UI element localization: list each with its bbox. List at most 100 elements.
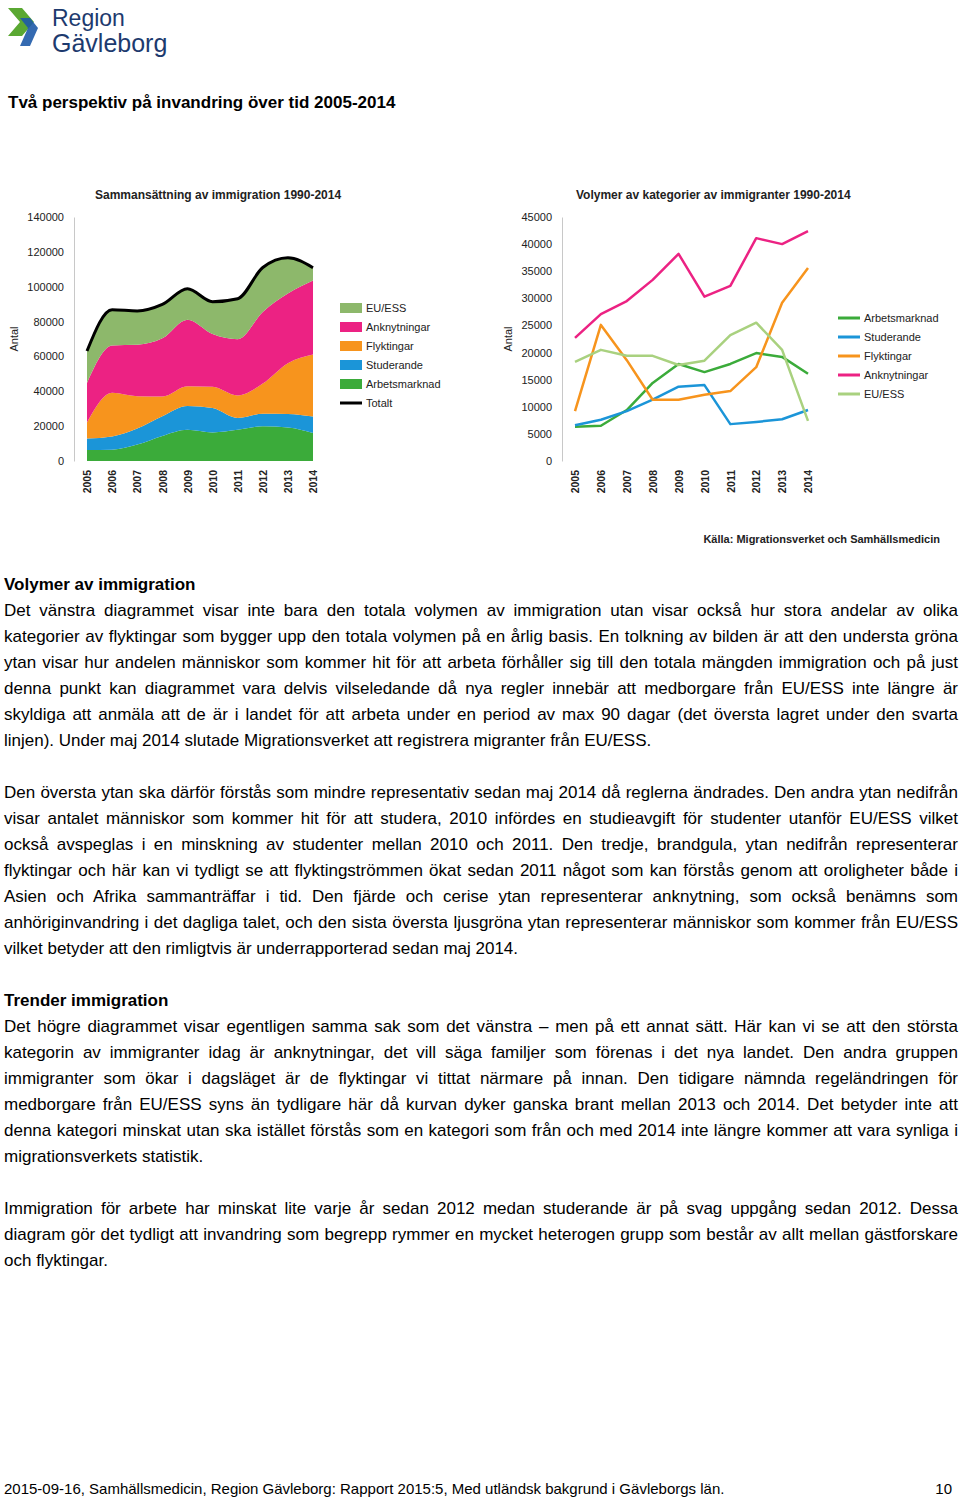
tick: 2012 xyxy=(257,466,269,493)
tick-label: 0 xyxy=(546,455,552,467)
page-graphics: RegionGävleborg Två perspektiv på invandr… xyxy=(0,0,960,560)
tick: 2006 xyxy=(106,466,118,493)
x-axis: 2005200620072008200920102011201220132014 xyxy=(81,466,319,493)
legend-label: EU/ESS xyxy=(366,302,406,314)
tick: 2006 xyxy=(595,466,607,493)
paragraph: Det vänstra diagrammet visar inte bara d… xyxy=(4,598,958,754)
logo-text: Region xyxy=(52,5,125,31)
tick: 2014 xyxy=(802,466,814,493)
tick: 120000 xyxy=(27,246,74,258)
legend-label: Anknytningar xyxy=(366,321,431,333)
tick-label: 2012 xyxy=(750,470,762,494)
paragraph: Den översta ytan ska därför förstås som … xyxy=(4,780,958,962)
axis-title: Antal xyxy=(502,326,514,351)
tick-label: 2010 xyxy=(699,470,711,494)
tick: 2014 xyxy=(307,466,319,493)
tick: 2012 xyxy=(750,466,762,493)
legend-label: EU/ESS xyxy=(864,388,904,400)
tick: 45000 xyxy=(521,211,562,223)
tick-label: 2013 xyxy=(776,470,788,494)
tick-label: 2009 xyxy=(182,470,194,494)
legend-swatch xyxy=(340,379,362,389)
tick-label: 80000 xyxy=(33,316,64,328)
body-text: Volymer av immigrationDet vänstra diagra… xyxy=(4,572,958,1300)
chart: Sammansättning av immigration 1990-2014 A… xyxy=(8,188,441,493)
tick: 2011 xyxy=(725,466,737,493)
x-axis: 2005200620072008200920102011201220132014 xyxy=(569,466,814,493)
legend-item: Studerande xyxy=(838,331,921,343)
tick-label: 20000 xyxy=(33,420,64,432)
legend-label: Anknytningar xyxy=(864,369,929,381)
section: Trender immigrationDet högre diagrammet … xyxy=(4,988,958,1274)
logo-mark xyxy=(20,18,38,46)
tick: 2013 xyxy=(776,466,788,493)
paragraph: Immigration för arbete har minskat lite … xyxy=(4,1196,958,1274)
chart: Volymer av kategorier av immigranter 199… xyxy=(502,188,939,493)
chart-title: Sammansättning av immigration 1990-2014 xyxy=(95,188,341,202)
tick: 0 xyxy=(546,455,562,467)
tick-label: 2014 xyxy=(307,470,319,494)
legend-item: EU/ESS xyxy=(838,388,904,400)
tick-label: 140000 xyxy=(27,211,64,223)
legend-swatch xyxy=(838,355,860,358)
tick: 2008 xyxy=(157,466,169,493)
tick-label: 10000 xyxy=(521,401,552,413)
tick: 2010 xyxy=(699,466,711,493)
axis-line xyxy=(562,218,563,462)
source: Källa: Migrationsverket och Samhällsmedi… xyxy=(703,533,940,545)
tick: 2010 xyxy=(207,466,219,493)
tick-label: 45000 xyxy=(521,211,552,223)
tick-label: 0 xyxy=(58,455,64,467)
y-axis: 0500010000150002000025000300003500040000… xyxy=(521,211,562,467)
tick-label: 25000 xyxy=(521,319,552,331)
legend-item: Anknytningar xyxy=(340,321,431,333)
line xyxy=(575,353,808,427)
tick-label: 2008 xyxy=(647,470,659,494)
y-axis: 020000400006000080000100000120000140000 xyxy=(27,211,74,467)
legend-swatch xyxy=(340,402,362,405)
tick: 2009 xyxy=(182,466,194,493)
legend-item: Arbetsmarknad xyxy=(838,312,939,324)
tick-label: 35000 xyxy=(521,265,552,277)
tick-label: 60000 xyxy=(33,350,64,362)
tick: 15000 xyxy=(521,374,562,386)
tick-label: 2009 xyxy=(673,470,685,494)
axis-title: Antal xyxy=(8,326,20,351)
axis-line xyxy=(74,218,75,462)
tick: 35000 xyxy=(521,265,562,277)
legend: EU/ESS Anknytningar Flyktingar Studerande Ar… xyxy=(340,302,441,409)
tick-label: 30000 xyxy=(521,292,552,304)
legend-item: EU/ESS xyxy=(340,302,406,314)
tick-label: 5000 xyxy=(528,428,552,440)
tick-label: 2010 xyxy=(207,470,219,494)
legend-swatch xyxy=(340,360,362,370)
legend-item: Studerande xyxy=(340,359,423,371)
legend-item: Anknytningar xyxy=(838,369,929,381)
logo: RegionGävleborg xyxy=(8,5,167,57)
tick-label: 120000 xyxy=(27,246,64,258)
tick: 0 xyxy=(58,455,74,467)
tick-label: 2007 xyxy=(131,470,143,494)
tick: 2007 xyxy=(621,466,633,493)
tick: 2009 xyxy=(673,466,685,493)
heading: Trender immigration xyxy=(4,988,958,1014)
line xyxy=(575,385,808,425)
tick-label: 2008 xyxy=(157,470,169,494)
tick: 25000 xyxy=(521,319,562,331)
tick: 60000 xyxy=(33,350,74,362)
legend-label: Flyktingar xyxy=(864,350,912,362)
line xyxy=(575,323,808,421)
legend-label: Totalt xyxy=(366,397,392,409)
tick: 5000 xyxy=(528,428,562,440)
tick-label: 2014 xyxy=(802,470,814,494)
legend-label: Flyktingar xyxy=(366,340,414,352)
tick-label: 2007 xyxy=(621,470,633,494)
legend-swatch xyxy=(838,393,860,396)
legend-item: Arbetsmarknad xyxy=(340,378,441,390)
tick-label: 15000 xyxy=(521,374,552,386)
tick: 140000 xyxy=(27,211,74,223)
tick: 30000 xyxy=(521,292,562,304)
tick-label: 40000 xyxy=(33,385,64,397)
legend: Arbetsmarknad Studerande Flyktingar Anknytn… xyxy=(838,312,939,400)
page-title: Två perspektiv på invandring över tid 20… xyxy=(8,93,396,112)
